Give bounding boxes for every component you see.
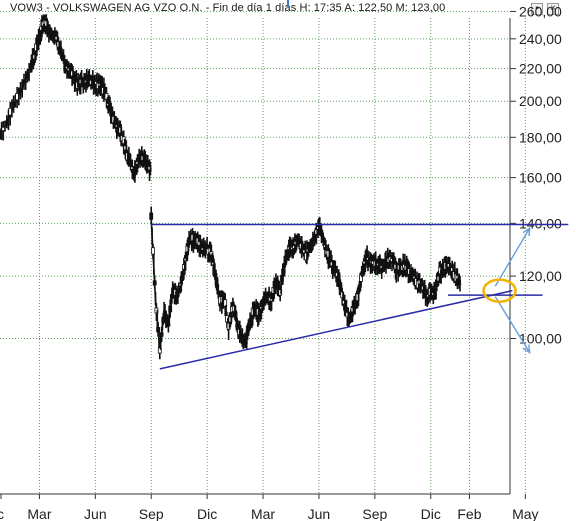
close-icon: × xyxy=(550,3,556,14)
x-tick-label: Mar xyxy=(27,506,51,521)
minimize-icon: ▪ xyxy=(535,3,539,14)
minimize-button[interactable]: ▪ xyxy=(531,3,543,15)
price-candle xyxy=(159,332,164,337)
close-button[interactable]: × xyxy=(547,3,559,15)
arrowhead xyxy=(522,344,531,354)
price-candle xyxy=(149,212,154,220)
plot-area xyxy=(0,18,510,494)
x-tick-label: Mar xyxy=(251,506,275,521)
y-tick-label: 100,00 xyxy=(519,331,562,347)
x-tick-label: c xyxy=(0,506,4,521)
x-tick-label: May xyxy=(512,506,538,521)
price-candle xyxy=(157,347,162,354)
y-tick-label: 120,00 xyxy=(519,268,562,284)
y-tick-label: 180,00 xyxy=(519,129,562,145)
x-tick-label: Sep xyxy=(362,506,387,521)
y-tick-label: 200,00 xyxy=(519,93,562,109)
price-candle xyxy=(151,247,155,255)
x-tick-label: Jun xyxy=(84,506,107,521)
projection-arrow xyxy=(494,227,531,287)
x-tick-label: Sep xyxy=(139,506,164,521)
x-tick-label: Dic xyxy=(421,506,441,521)
arrowhead xyxy=(522,226,531,237)
y-tick-label: 260,00 xyxy=(519,3,562,19)
x-tick-label: Feb xyxy=(457,506,481,521)
crosshair-marker xyxy=(287,0,289,7)
y-tick-label: 240,00 xyxy=(519,31,562,47)
y-tick-label: 220,00 xyxy=(519,61,562,77)
price-candle xyxy=(152,280,157,286)
highlight-ellipse xyxy=(482,278,517,303)
price-candle xyxy=(223,299,228,307)
support-line xyxy=(159,289,513,370)
y-tick-label: 140,00 xyxy=(519,215,562,231)
x-tick-label: Dic xyxy=(197,506,217,521)
projection-arrow xyxy=(494,296,531,353)
y-tick-label: 160,00 xyxy=(519,170,562,186)
x-tick-label: Jun xyxy=(308,506,331,521)
